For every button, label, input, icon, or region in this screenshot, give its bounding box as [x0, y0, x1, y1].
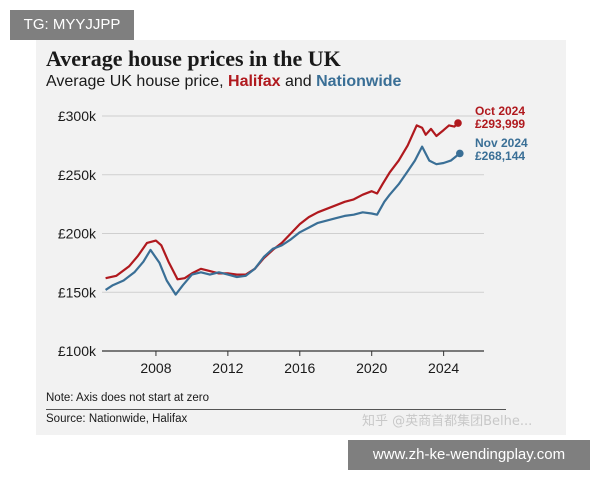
halifax-end-date: Oct 2024 — [475, 104, 525, 118]
halifax-end-point — [454, 119, 462, 127]
y-tick-label: £200k — [58, 226, 97, 242]
subtitle-nationwide: Nationwide — [316, 73, 402, 90]
x-tick-label: 2016 — [284, 360, 315, 376]
y-tick-label: £150k — [58, 284, 97, 300]
y-tick-label: £300k — [58, 108, 97, 124]
subtitle-halifax: Halifax — [228, 73, 281, 90]
x-tick-label: 2024 — [428, 360, 459, 376]
halifax-line — [105, 122, 459, 281]
nationwide-end-date: Nov 2024 — [475, 136, 528, 150]
nationwide-end-value: £268,144 — [475, 149, 525, 163]
bottom-overlay-label: www.zh-ke-wendingplay.com — [348, 440, 590, 470]
divider — [46, 409, 506, 410]
nationwide-line — [104, 145, 461, 296]
chart-note: Note: Axis does not start at zero — [46, 392, 209, 404]
x-tick-label: 2012 — [212, 360, 243, 376]
y-tick-label: £100k — [58, 343, 97, 359]
top-overlay-label: TG: MYYJJPP — [10, 10, 134, 40]
chart-title: Average house prices in the UK — [46, 46, 341, 71]
chart-subtitle: Average UK house price, Halifax and Nati… — [46, 73, 401, 91]
x-tick-label: 2020 — [356, 360, 387, 376]
subtitle-prefix: Average UK house price, — [46, 73, 229, 90]
x-tick-label: 2008 — [140, 360, 171, 376]
chart-card: Average house prices in the UK Average U… — [36, 40, 566, 435]
nationwide-end-point — [456, 149, 464, 158]
chart-source: Source: Nationwide, Halifax — [46, 413, 188, 425]
halifax-end-value: £293,999 — [475, 117, 525, 131]
line-chart: £100k £150k £200k £250k £300k 2008 2012 2016 202… — [58, 104, 528, 376]
watermark-text: 知乎 @英商首都集团Belhe... — [362, 414, 533, 429]
subtitle-joiner: and — [280, 73, 317, 90]
y-tick-label: £250k — [58, 167, 97, 183]
